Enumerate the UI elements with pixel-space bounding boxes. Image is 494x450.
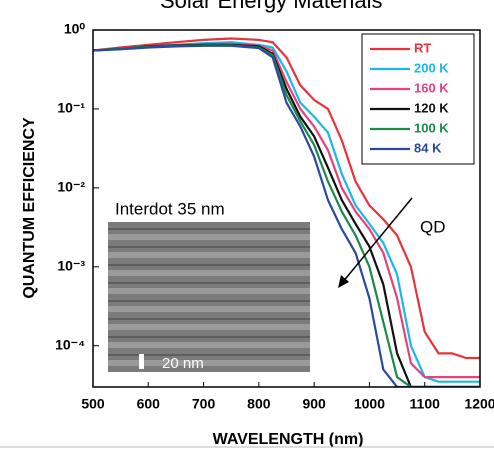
legend-label: 160 K (414, 80, 449, 95)
inset-title: Interdot 35 nm (115, 199, 225, 218)
y-tick-label: 10⁻¹ (57, 100, 85, 116)
x-tick-label: 500 (81, 396, 105, 412)
legend-label: 84 K (414, 140, 442, 155)
y-tick-label: 10⁻² (57, 179, 85, 195)
legend-label: 100 K (414, 120, 449, 135)
x-tick-label: 600 (137, 396, 161, 412)
annotation: QD (420, 217, 446, 236)
legend-box (361, 33, 475, 165)
y-tick-label: 10⁻³ (57, 257, 85, 273)
arrow-head (338, 275, 349, 288)
scale-label: 20 nm (162, 355, 204, 372)
scale-bar (139, 354, 144, 369)
legend-label: 120 K (414, 100, 449, 115)
x-axis-label: WAVELENGTH (nm) (213, 431, 364, 448)
y-axis-label: QUANTUM EFFICIENCY (21, 117, 38, 299)
legend-label: 200 K (414, 60, 449, 75)
x-tick-label: 800 (247, 396, 271, 412)
x-tick-label: 900 (302, 396, 326, 412)
source-text: Solar Energy Materials (160, 0, 383, 13)
x-tick-label: 1000 (354, 396, 385, 412)
y-tick-label: 10⁻⁴ (55, 336, 85, 352)
arrow (341, 197, 413, 284)
legend-label: RT (414, 40, 431, 55)
x-tick-label: 700 (192, 396, 216, 412)
series-line (93, 44, 480, 387)
y-tick-label: 10⁰ (64, 21, 86, 37)
x-tick-label: 1200 (464, 396, 494, 412)
inset-image (108, 222, 310, 372)
plot-frame (92, 29, 481, 388)
x-tick-label: 1100 (410, 396, 441, 412)
series-line (93, 37, 480, 360)
